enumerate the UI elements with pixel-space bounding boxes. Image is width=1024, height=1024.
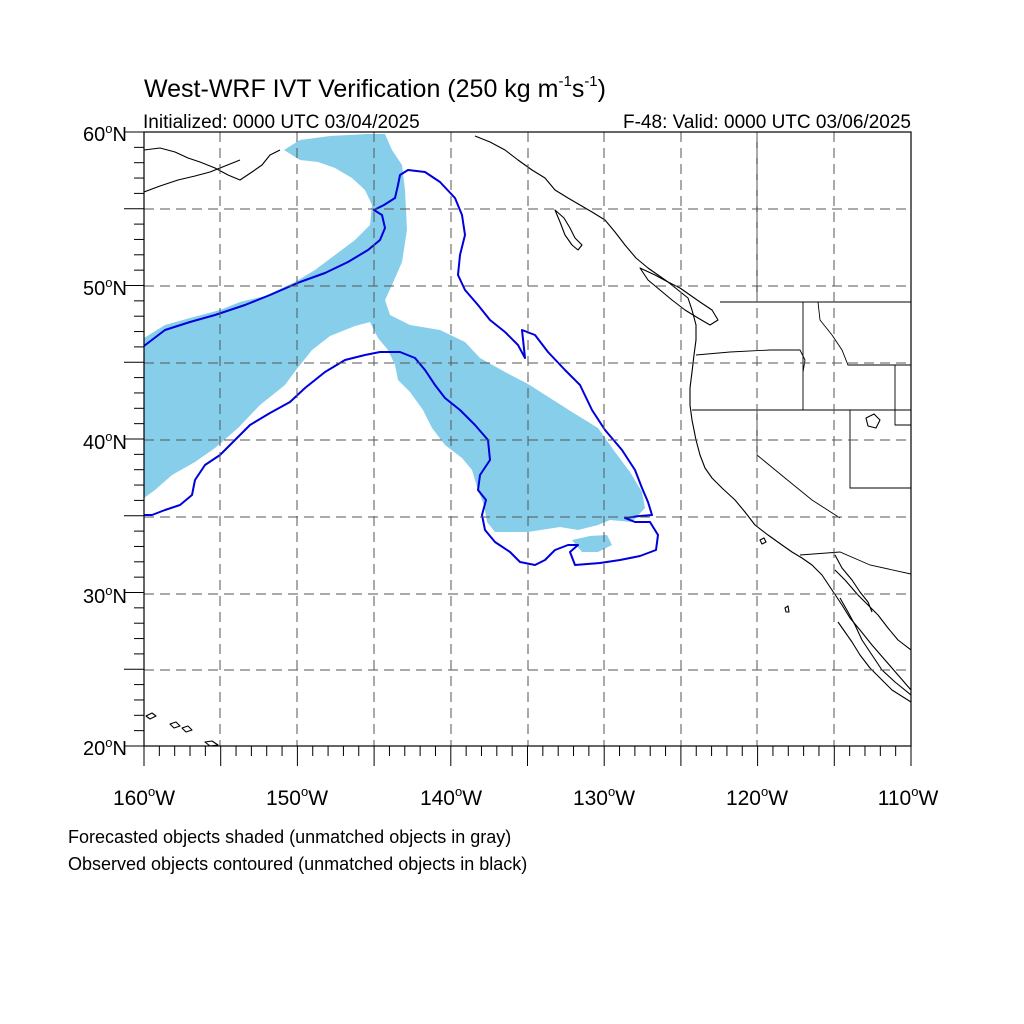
lat-label-30: 30oN (83, 583, 127, 608)
lat-label-40: 40oN (83, 429, 127, 454)
note-observed: Observed objects contoured (unmatched ob… (68, 854, 527, 874)
border-us-mexico (799, 551, 911, 575)
island-hawaii-2 (169, 721, 181, 729)
coastline-baja (834, 569, 911, 651)
island-hawaii-3 (181, 725, 193, 733)
graticule (144, 132, 911, 746)
initialized-label: Initialized: 0000 UTC 03/04/2025 (143, 112, 420, 133)
island-hawaii-1 (145, 712, 157, 720)
lon-label-150: 150oW (266, 784, 328, 810)
coastline-mainland-mexico (839, 597, 911, 696)
coastline-vancouver-island (639, 267, 719, 326)
forecast-object-small (572, 535, 612, 552)
coastline-bc-islands (554, 209, 583, 251)
coastline-alaska-west (144, 147, 281, 181)
lat-label-60: 60oN (83, 121, 127, 146)
map-title: West-WRF IVT Verification (250 kg m-1s-1… (144, 73, 606, 103)
coastline-gulf-of-california (834, 554, 873, 613)
island-guadalupe (784, 605, 790, 613)
border-nv-ut (849, 410, 911, 489)
forecast-object (144, 134, 645, 532)
valid-label: F-48: Valid: 0000 UTC 03/06/2025 (623, 112, 911, 133)
coastline-pacific-northwest (474, 135, 911, 691)
lon-label-130: 130oW (573, 784, 635, 810)
border-ca-nv (756, 410, 841, 519)
lon-label-110: 110oW (878, 784, 939, 810)
lon-label-120: 120oW (726, 784, 788, 810)
great-salt-lake (865, 413, 881, 429)
island-channel (759, 537, 767, 545)
border-wy (894, 365, 911, 426)
lat-label-50: 50oN (83, 275, 127, 300)
lat-label-20: 20oN (83, 735, 127, 760)
note-forecast: Forecasted objects shaded (unmatched obj… (68, 827, 511, 847)
coastline-alaska-peninsula (144, 159, 241, 193)
lon-label-140: 140oW (420, 784, 482, 810)
axis-ticks (124, 131, 912, 766)
island-hawaii-4 (204, 740, 219, 746)
observed-object-contour (144, 169, 659, 566)
border-id-mt (817, 301, 911, 366)
coastline-mexico-west (837, 621, 911, 703)
border-wa-or (695, 349, 806, 373)
lon-label-160: 160oW (113, 784, 175, 810)
